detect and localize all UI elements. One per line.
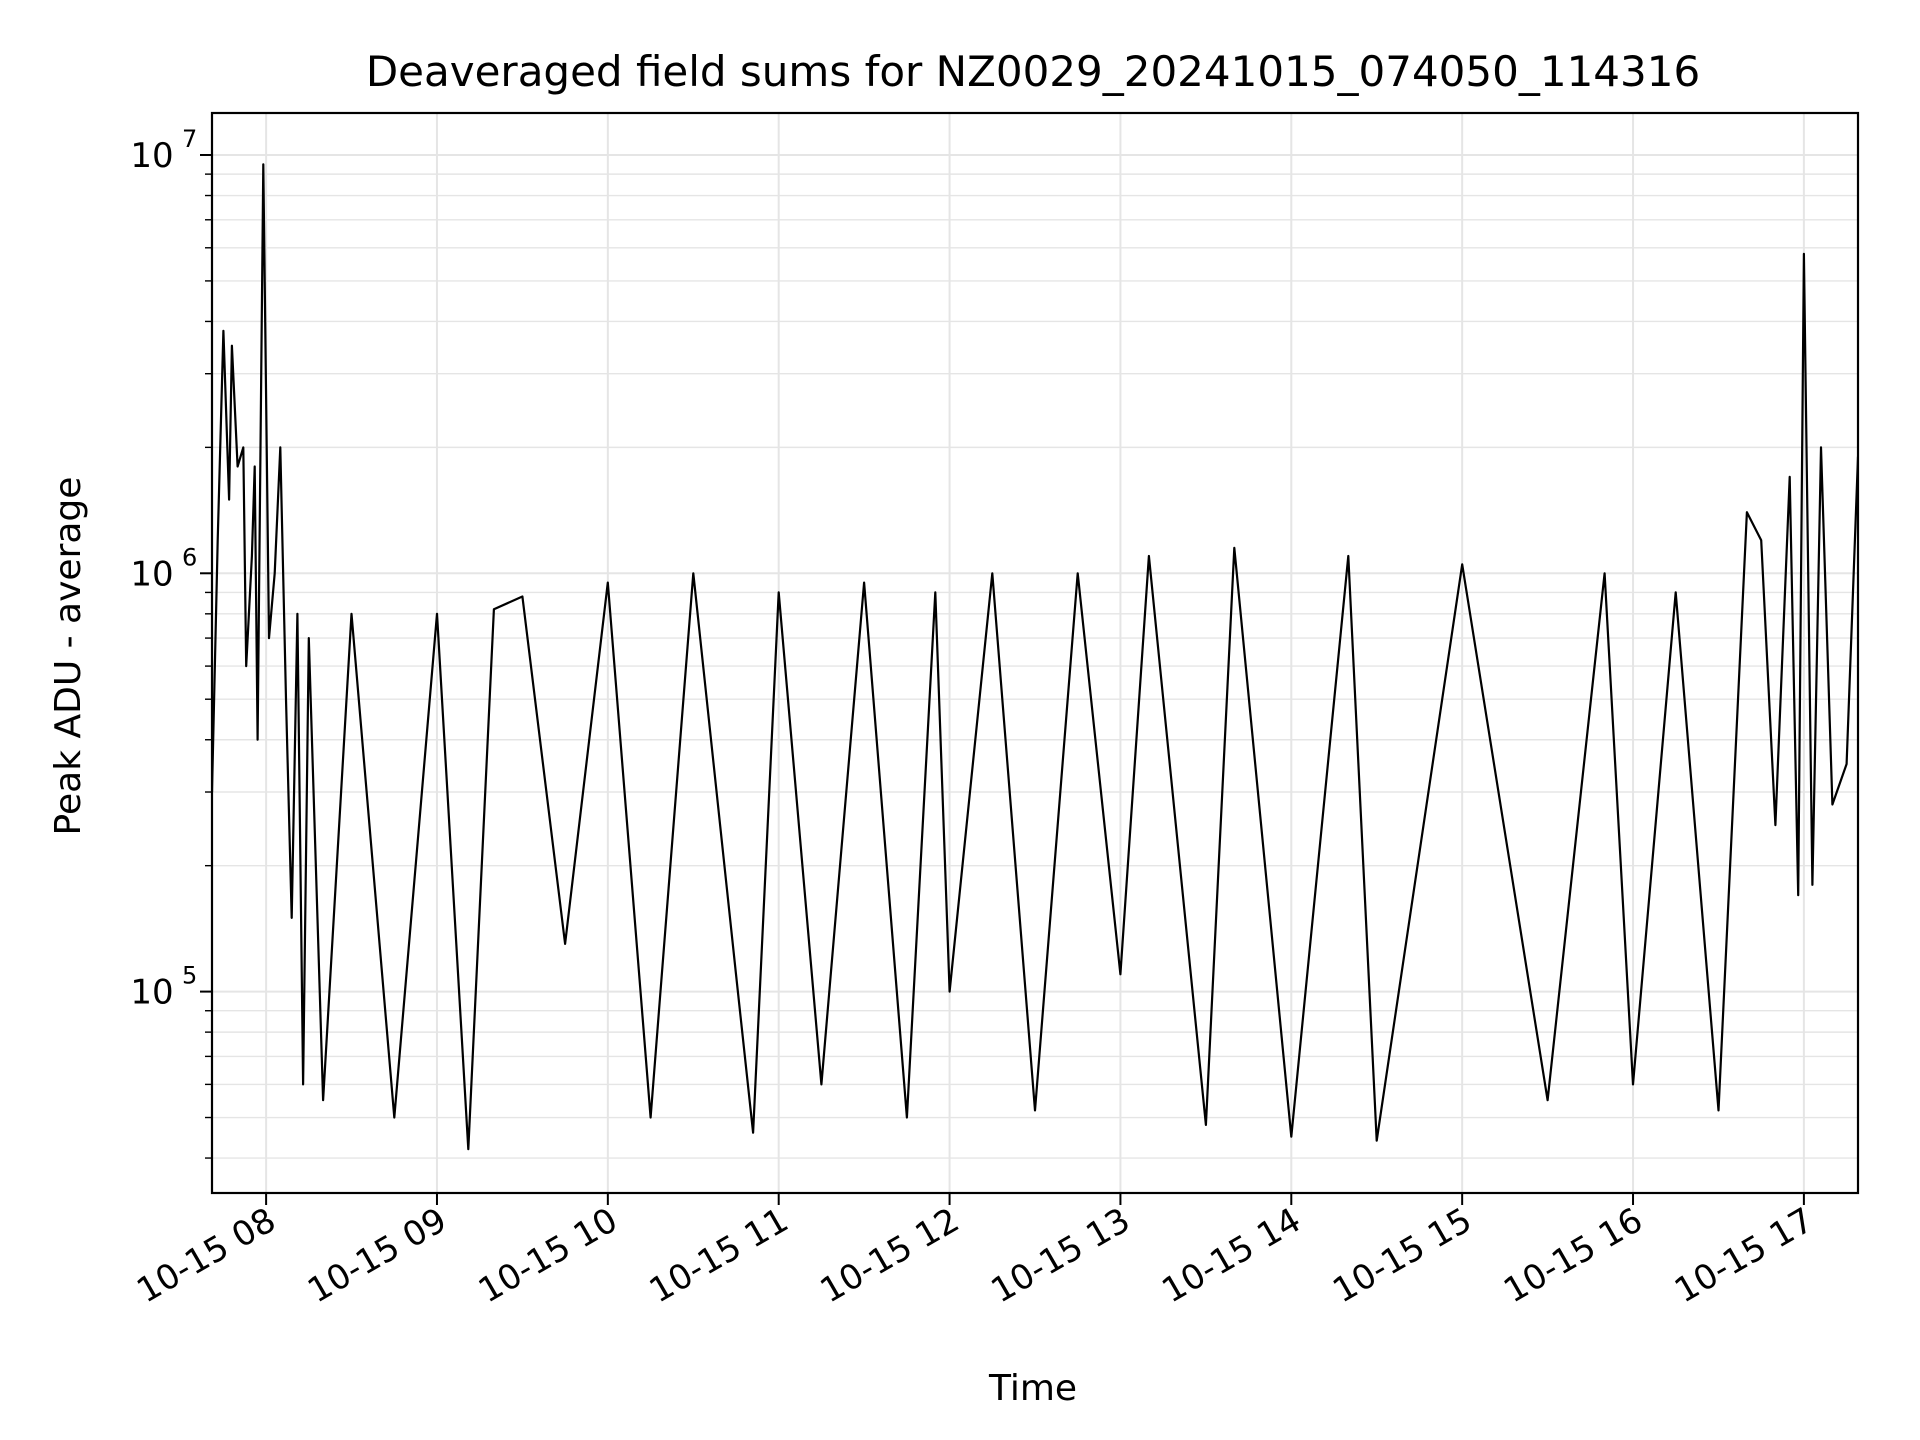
series-layer (212, 163, 1858, 1151)
series-line (212, 163, 1858, 1151)
y-tick-label-exponent: 5 (182, 962, 197, 990)
y-tick-label-exponent: 7 (182, 125, 197, 153)
y-tick-label: 10 (130, 136, 173, 176)
grid (212, 113, 1858, 1193)
y-axis-label: Peak ADU - average (48, 477, 89, 836)
y-tick-label: 10 (130, 973, 173, 1013)
chart-title: Deaveraged field sums for NZ0029_2024101… (366, 47, 1700, 96)
y-tick-label: 10 (130, 554, 173, 594)
y-tick-label-exponent: 6 (182, 543, 197, 571)
plot-frame (210, 111, 1860, 1195)
x-axis-label: Time (988, 1368, 1077, 1409)
